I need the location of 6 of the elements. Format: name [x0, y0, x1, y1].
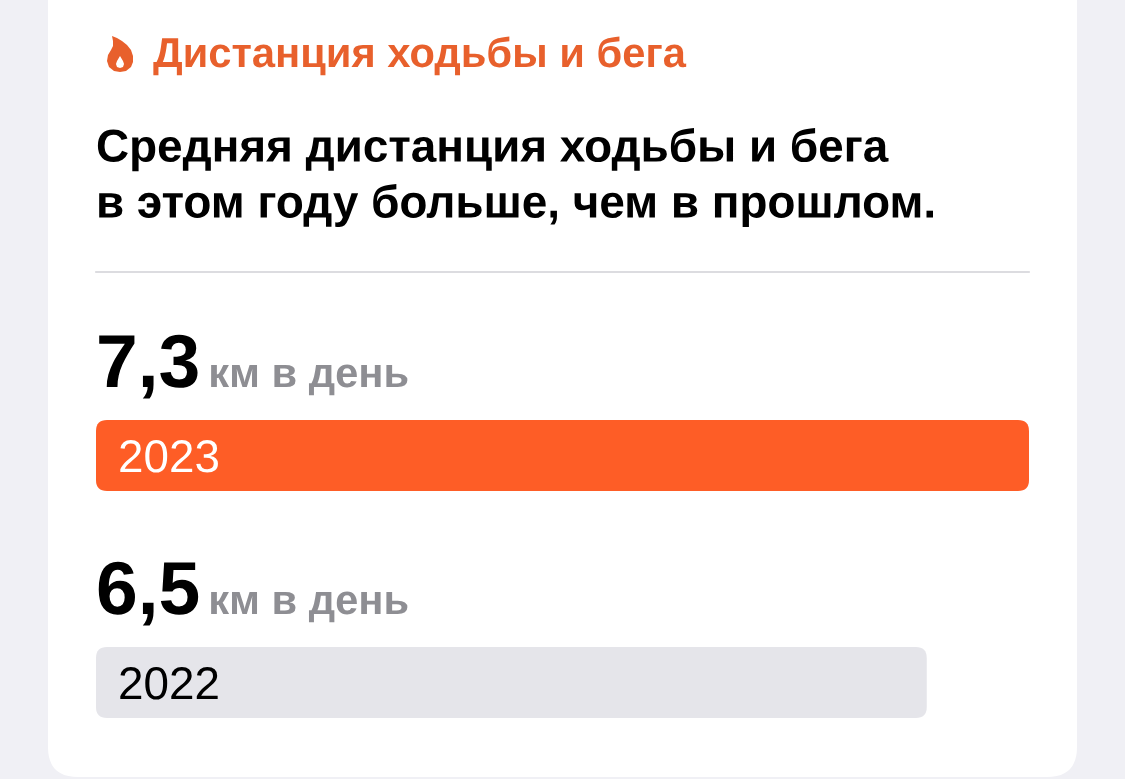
data-label: 7,3 км в день	[99, 334, 408, 399]
data-label: 6,5 км в день	[98, 561, 408, 626]
y-tick-label: 2022	[120, 667, 218, 700]
y-tick-label: 2023	[120, 440, 218, 473]
chart-title: Дистанция ходьбы и бега	[153, 36, 687, 76]
chart-subtitle: Средняя дистанция ходьбы и бега в этом году больше, чем в прошлом.	[97, 128, 933, 228]
